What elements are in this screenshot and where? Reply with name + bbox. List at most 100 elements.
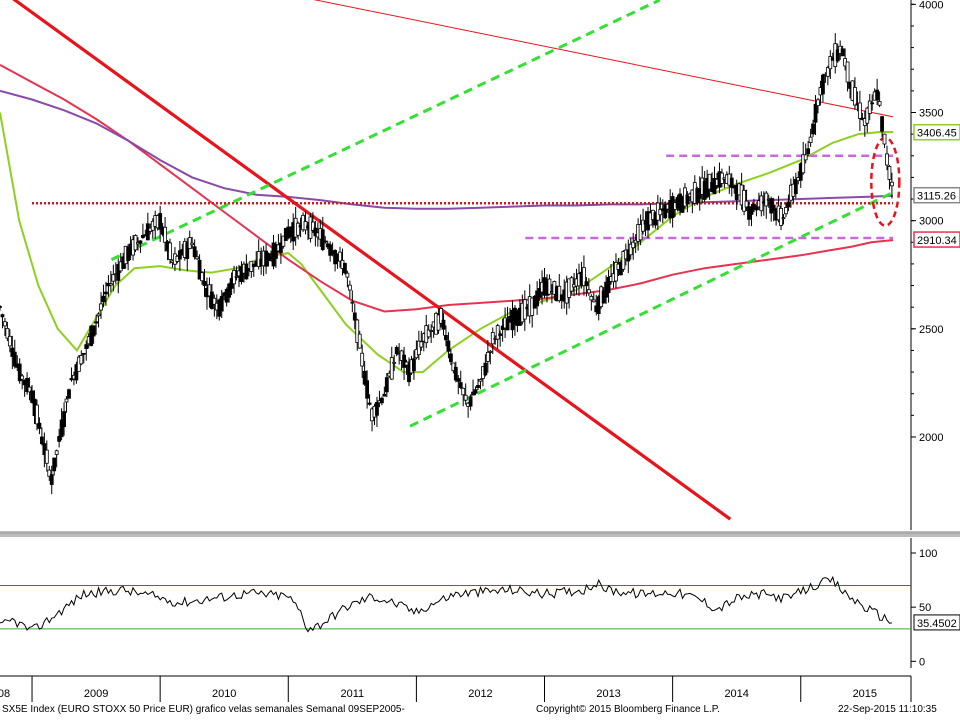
candle-body — [379, 397, 384, 404]
candle-body — [20, 375, 25, 380]
candle-body — [3, 321, 7, 327]
value-label-text: 3406.45 — [917, 128, 957, 140]
value-label-box — [913, 186, 960, 204]
candle-body — [62, 411, 66, 428]
candle-body — [641, 219, 645, 232]
candle-body — [867, 100, 872, 114]
candle-body — [813, 103, 818, 123]
candle-body — [219, 295, 224, 312]
candle-body — [811, 123, 815, 135]
candle-body — [392, 361, 397, 364]
trendline-red-trendline-thin — [313, 0, 894, 118]
rsi-line — [0, 575, 892, 633]
candle-body — [877, 101, 882, 106]
candle-body — [444, 335, 448, 341]
candle-body — [439, 307, 443, 324]
candle-body — [365, 380, 370, 399]
candle-body — [192, 246, 197, 258]
candle-body — [495, 325, 500, 340]
candle-body — [781, 217, 786, 220]
candle-body — [84, 344, 89, 349]
x-tick-label: 08 — [0, 688, 10, 700]
candle-body — [27, 386, 32, 393]
candle-body — [350, 301, 355, 304]
candle-body — [323, 240, 328, 243]
y-tick-label: 3500 — [919, 107, 943, 119]
candle-body — [52, 457, 57, 472]
candle-body — [0, 314, 5, 318]
candle-body — [54, 450, 59, 455]
candle-body — [94, 321, 98, 324]
candle-body — [59, 419, 64, 438]
candle-body — [79, 355, 84, 365]
candle-body — [402, 354, 406, 368]
candle-body — [104, 291, 108, 295]
candle-body — [808, 136, 813, 143]
candle-body — [145, 223, 150, 241]
y-tick-label: 4000 — [919, 0, 943, 11]
candle-body — [0, 306, 2, 308]
candle-body — [74, 364, 79, 381]
trendline-green-channel-upper — [110, 0, 661, 261]
candle-body — [202, 281, 207, 286]
candle-body — [453, 366, 458, 381]
candle-body — [461, 387, 466, 396]
candle-body — [729, 177, 734, 188]
candle-body — [35, 404, 39, 425]
rsi-tick-label: 0 — [919, 656, 925, 668]
candle-body — [111, 274, 116, 282]
candle-body — [626, 249, 631, 262]
candle-body — [227, 283, 232, 298]
candle-body — [754, 205, 759, 211]
candle-body — [278, 242, 283, 254]
value-label-box — [913, 123, 960, 141]
candle-body — [352, 312, 357, 321]
candle-body — [281, 235, 286, 247]
candle-body — [197, 259, 202, 280]
candle-body — [5, 327, 10, 339]
candle-body — [771, 204, 776, 212]
candle-body — [357, 333, 362, 349]
candle-body — [49, 474, 54, 485]
candle-body — [606, 277, 611, 294]
candle-body — [586, 289, 591, 294]
x-axis: 08 2009 2010 2011 2012 2013 2014 2015 — [0, 675, 912, 702]
y-tick-label: 2500 — [919, 324, 943, 336]
candle-body — [880, 116, 884, 132]
candle-body — [367, 402, 372, 405]
candle-body — [821, 74, 825, 95]
rsi-tick-label: 50 — [919, 602, 931, 614]
candle-body — [375, 402, 379, 416]
candle-body — [296, 222, 301, 236]
candle-body — [338, 251, 342, 262]
candle-body — [663, 204, 668, 219]
candle-body — [473, 389, 478, 394]
x-tick-label: 2009 — [84, 688, 108, 700]
candle-body — [158, 213, 163, 230]
candle-body — [389, 357, 394, 380]
candle-body — [803, 154, 808, 161]
candle-body — [744, 200, 749, 208]
candle-body — [212, 297, 217, 305]
candle-body — [582, 267, 586, 287]
rsi-pane: 35.4502 — [0, 575, 960, 633]
candle-body — [589, 295, 594, 301]
candle-body — [195, 256, 200, 260]
candle-body — [25, 377, 30, 393]
candle-body — [200, 272, 204, 282]
x-tick-label: 2010 — [212, 688, 236, 700]
candle-body — [345, 272, 350, 278]
candle-body — [64, 398, 69, 403]
candle-body — [853, 87, 857, 106]
footer-description: SX5E Index (EURO STOXX 50 Price EUR) gra… — [2, 704, 405, 715]
candle-body — [485, 351, 490, 362]
candle-body — [468, 396, 473, 407]
candle-body — [458, 382, 463, 388]
candle-body — [239, 266, 244, 282]
candle-body — [488, 350, 493, 353]
candle-body — [446, 340, 451, 352]
candle-body — [12, 351, 17, 367]
axes-layer: 2000 2500 3000 3500 4000 0 50 100 3406.45 3115.26… — [0, 0, 960, 668]
